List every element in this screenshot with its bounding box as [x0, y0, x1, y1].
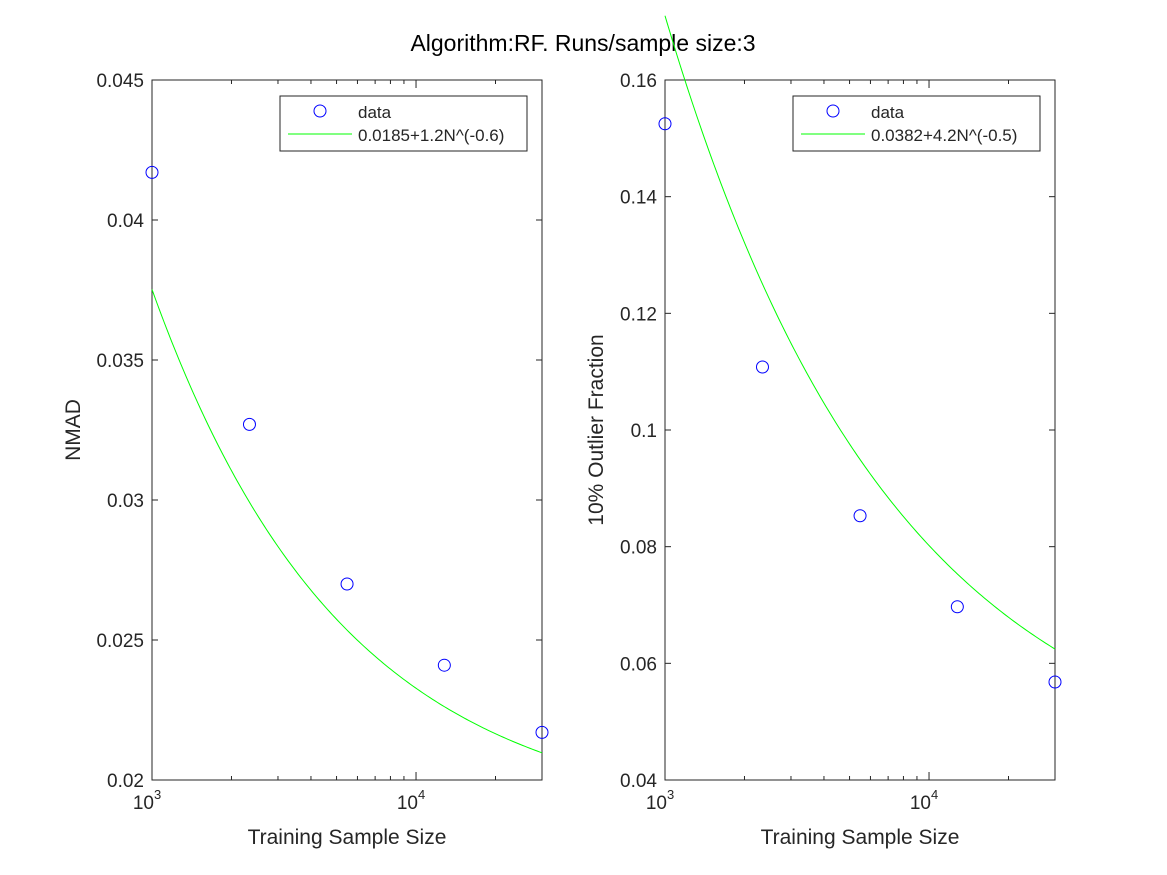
plot-2-ytick-label: 0.12 [620, 304, 657, 325]
plot-1-ytick-label: 0.03 [107, 491, 144, 512]
plot-1-xtick-label: 103 [133, 787, 161, 814]
plot-1-xtick-label: 104 [397, 787, 425, 814]
plot-2-legend-marker [826, 104, 840, 118]
plot-1-legend-marker [313, 104, 327, 118]
figure-title: Algorithm:RF. Runs/sample size:3 [410, 30, 755, 56]
plot-2-ytick-label: 0.04 [620, 771, 657, 792]
plot-2-legend: data 0.0382+4.2N^(-0.5) [792, 95, 1041, 152]
plot-2: 0.04 0.06 0.08 0.1 0.12 0.14 0.16 103 104 Trainin… [585, 15, 1062, 849]
plot-1-xlabel: Training Sample Size [248, 826, 447, 849]
plot-1-data-point [535, 725, 549, 739]
plot-2-fit-line [664, 15, 1056, 650]
plot-2-ytick-label: 0.14 [620, 188, 657, 209]
plot-1: 0.02 0.025 0.03 0.035 0.04 0.045 103 104 Trainin… [62, 71, 549, 849]
plot-2-data-point [1048, 675, 1062, 689]
plot-2-xtick-label: 103 [646, 787, 674, 814]
plot-1-data-point [437, 658, 451, 672]
plot-1-fit-line [151, 289, 543, 754]
plot-2-ytick-label: 0.08 [620, 538, 657, 559]
plot-1-ytick-label: 0.045 [96, 71, 144, 92]
plot-1-data-point [145, 165, 159, 179]
plot-2-ytick-label: 0.16 [620, 71, 657, 92]
plot-1-legend: data 0.0185+1.2N^(-0.6) [279, 95, 528, 152]
plot-2-data-point [755, 360, 769, 374]
plots-container: 0.02 0.025 0.03 0.035 0.04 0.045 103 104 Trainin… [62, 15, 1062, 849]
plot-2-data-point [853, 509, 867, 523]
plot-1-ytick-label: 0.04 [107, 211, 144, 232]
plot-1-legend-label-fit: 0.0185+1.2N^(-0.6) [358, 126, 504, 145]
plot-2-ylabel: 10% Outlier Fraction [585, 334, 608, 525]
plot-1-legend-label-data: data [358, 103, 392, 122]
plot-2-ytick-label: 0.06 [620, 654, 657, 675]
plot-1-axes-box [151, 79, 543, 781]
plot-2-legend-label-fit: 0.0382+4.2N^(-0.5) [871, 126, 1017, 145]
plot-1-ylabel: NMAD [62, 399, 85, 461]
plot-2-data-point [950, 600, 964, 614]
plot-2-legend-label-data: data [871, 103, 905, 122]
plot-2-data-point [658, 117, 672, 131]
plot-1-data-point [242, 417, 256, 431]
plot-2-axes-box [664, 79, 1056, 781]
plot-2-legend-box [792, 95, 1041, 152]
plot-1-ytick-label: 0.025 [96, 631, 144, 652]
plot-1-ytick-label: 0.035 [96, 351, 144, 372]
plot-2-xlabel: Training Sample Size [761, 826, 960, 849]
plot-1-ytick-label: 0.02 [107, 771, 144, 792]
plot-2-xtick-label: 104 [910, 787, 938, 814]
plot-1-data-point [340, 577, 354, 591]
plot-2-ytick-label: 0.1 [631, 421, 657, 442]
